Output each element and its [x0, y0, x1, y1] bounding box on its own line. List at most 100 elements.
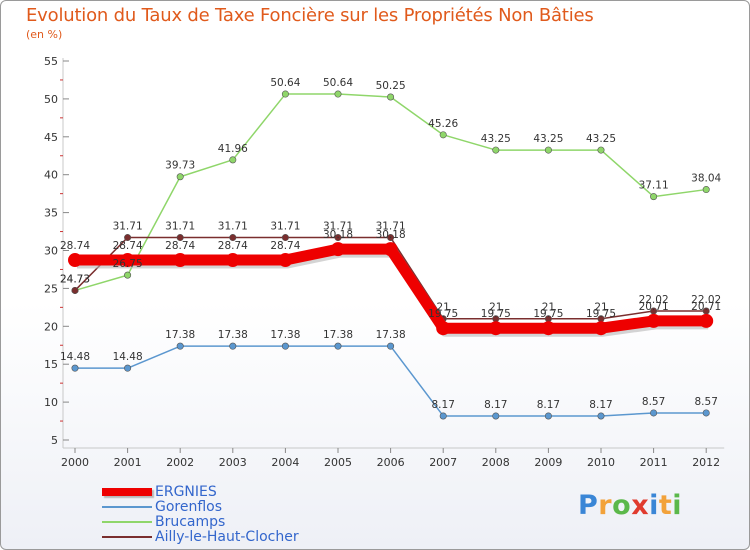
x-tick-label: 2004 — [271, 456, 299, 469]
series-point-ailly-le-haut-clocher — [334, 234, 342, 242]
series-point-gorenflos — [124, 364, 132, 372]
data-label-ergnies: 20.71 — [691, 301, 721, 313]
series-point-gorenflos — [439, 412, 447, 420]
data-label-ailly-le-haut-clocher: 21 — [542, 302, 555, 314]
series-point-brucamps — [544, 146, 552, 154]
legend-swatch-gorenflos — [102, 506, 152, 508]
series-point-gorenflos — [229, 342, 237, 350]
data-label-ailly-le-haut-clocher: 21 — [437, 302, 450, 314]
x-tick-label: 2003 — [219, 456, 247, 469]
series-point-gorenflos — [281, 342, 289, 350]
data-label-gorenflos: 17.38 — [218, 329, 248, 341]
series-point-brucamps — [387, 93, 395, 101]
series-point-ailly-le-haut-clocher — [176, 234, 184, 242]
series-point-gorenflos — [71, 364, 79, 372]
data-label-gorenflos: 17.38 — [376, 329, 406, 341]
data-label-ergnies: 28.74 — [113, 240, 143, 252]
y-tick-label: 35 — [44, 207, 58, 220]
data-label-ergnies: 19.75 — [586, 308, 616, 320]
series-point-ailly-le-haut-clocher — [71, 286, 79, 294]
series-point-ergnies — [488, 321, 503, 336]
x-tick-label: 2009 — [534, 456, 562, 469]
series-point-brucamps — [281, 90, 289, 98]
series-point-ergnies — [68, 253, 82, 268]
data-label-brucamps: 50.25 — [376, 80, 406, 92]
x-tick-label: 2002 — [166, 456, 194, 469]
data-label-ergnies: 30.18 — [376, 229, 406, 241]
data-label-gorenflos: 8.17 — [537, 399, 560, 411]
series-point-brucamps — [334, 90, 342, 98]
series-point-gorenflos — [387, 342, 395, 350]
logo-letter: x — [631, 490, 650, 521]
data-label-ailly-le-haut-clocher: 31.71 — [218, 221, 248, 233]
data-label-ailly-le-haut-clocher: 31.71 — [376, 221, 406, 233]
series-point-gorenflos — [702, 409, 710, 417]
unit-label: (en %) — [26, 28, 63, 41]
series-point-ergnies — [646, 313, 661, 328]
data-label-ailly-le-haut-clocher: 22.02 — [639, 294, 669, 306]
y-tick-label: 55 — [44, 55, 58, 68]
logo-letter: t — [658, 490, 673, 521]
data-label-ailly-le-haut-clocher: 22.02 — [691, 294, 721, 306]
series-point-brucamps — [702, 186, 710, 194]
data-label-ergnies: 28.74 — [165, 240, 195, 252]
series-point-gorenflos — [334, 342, 342, 350]
data-label-gorenflos: 14.48 — [113, 351, 143, 363]
data-label-gorenflos: 14.48 — [60, 351, 90, 363]
series-point-ergnies — [594, 321, 608, 336]
y-tick-label: 40 — [44, 169, 58, 182]
data-label-ailly-le-haut-clocher: 31.71 — [165, 221, 195, 233]
data-label-gorenflos: 8.57 — [695, 396, 718, 408]
data-label-ailly-le-haut-clocher: 21 — [594, 302, 607, 314]
x-tick-label: 2000 — [61, 456, 89, 469]
data-label-ergnies: 19.75 — [428, 308, 458, 320]
series-point-brucamps — [439, 131, 447, 139]
chart-title: Evolution du Taux de Taxe Foncière sur l… — [26, 5, 594, 26]
logo-letter: o — [612, 490, 632, 521]
data-label-gorenflos: 8.57 — [642, 396, 665, 408]
data-label-ergnies: 19.75 — [533, 308, 563, 320]
y-tick-label: 10 — [44, 396, 58, 409]
data-label-gorenflos: 8.17 — [432, 399, 455, 411]
data-label-brucamps: 24.73 — [60, 273, 90, 285]
data-label-gorenflos: 17.38 — [270, 329, 300, 341]
data-label-ailly-le-haut-clocher: 31.71 — [113, 221, 143, 233]
y-tick-label: 15 — [44, 358, 58, 371]
data-label-brucamps: 26.75 — [113, 258, 143, 270]
logo-letter: P — [578, 490, 599, 521]
data-label-brucamps: 39.73 — [165, 160, 195, 172]
x-tick-label: 2008 — [482, 456, 510, 469]
data-label-brucamps: 41.96 — [218, 143, 248, 155]
data-label-brucamps: 43.25 — [533, 133, 563, 145]
x-tick-label: 2010 — [587, 456, 615, 469]
series-point-ergnies — [278, 253, 293, 268]
logo-letter: i — [672, 490, 683, 521]
data-label-gorenflos: 8.17 — [589, 399, 612, 411]
data-label-brucamps: 37.11 — [639, 180, 669, 192]
series-point-gorenflos — [597, 412, 605, 420]
legend-label-gorenflos: Gorenflos — [155, 499, 223, 515]
data-label-ergnies: 28.74 — [218, 240, 248, 252]
data-label-ailly-le-haut-clocher: 21 — [489, 302, 502, 314]
data-label-brucamps: 38.04 — [691, 173, 721, 185]
data-label-brucamps: 43.25 — [586, 133, 616, 145]
series-point-ailly-le-haut-clocher — [229, 234, 237, 242]
series-point-brucamps — [492, 146, 500, 154]
legend-label-ailly-le-haut-clocher: Ailly-le-Haut-Clocher — [155, 529, 299, 545]
series-point-ergnies — [225, 253, 240, 268]
y-tick-label: 25 — [44, 282, 58, 295]
data-label-ailly-le-haut-clocher: 31.71 — [270, 221, 300, 233]
legend-label-brucamps: Brucamps — [155, 514, 226, 530]
series-point-ergnies — [436, 321, 451, 336]
data-label-ailly-le-haut-clocher: 24.73 — [60, 273, 90, 285]
data-label-ergnies: 30.18 — [323, 229, 353, 241]
x-tick-label: 2001 — [114, 456, 142, 469]
x-tick-label: 2007 — [429, 456, 457, 469]
x-tick-label: 2011 — [640, 456, 668, 469]
series-point-ergnies — [331, 242, 345, 257]
x-tick-label: 2012 — [692, 456, 720, 469]
y-tick-label: 5 — [51, 434, 58, 447]
series-point-ergnies — [173, 253, 188, 268]
x-tick-label: 2006 — [377, 456, 405, 469]
